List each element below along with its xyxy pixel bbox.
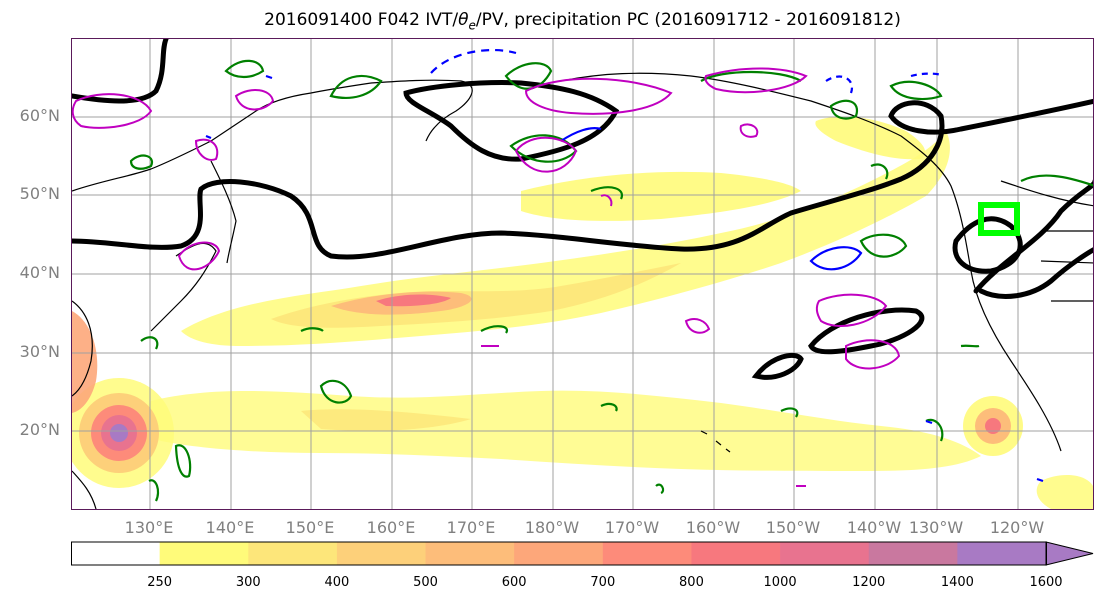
- theta-positive-contours: [129, 59, 1093, 502]
- lat-label-20n: 20°N: [19, 420, 60, 439]
- colorbar-tick-label: 600: [501, 575, 527, 590]
- target-region-box: [978, 202, 1020, 236]
- colorbar-segment: [159, 542, 249, 565]
- lon-label-160w: 160°W: [685, 518, 741, 537]
- lat-label-30n: 30°N: [19, 342, 60, 361]
- colorbar-segment: [248, 542, 338, 565]
- colorbar-segment: [336, 542, 427, 565]
- colorbar-tick-label: 500: [413, 575, 438, 590]
- colorbar: [71, 541, 1094, 566]
- colorbar-tick-label: 250: [147, 575, 173, 590]
- lon-label-150w: 150°W: [765, 518, 821, 537]
- colorbar-segment: [71, 542, 161, 565]
- colorbar-segment: [425, 542, 515, 565]
- ivt-typhoon-core: [110, 424, 128, 442]
- colorbar-segment: [957, 542, 1047, 565]
- ivt-north-band: [521, 171, 801, 221]
- map-canvas: [72, 39, 1093, 509]
- map-title: 2016091400 F042 IVT/θe/PV, precipitation…: [264, 10, 901, 33]
- lat-label-60n: 60°N: [19, 106, 60, 125]
- colorbar-tick-label: 800: [679, 575, 704, 590]
- lon-label-140e: 140°E: [205, 518, 255, 537]
- colorbar-extend-arrow: [1045, 541, 1094, 566]
- lon-label-130e: 130°E: [124, 518, 174, 537]
- colorbar-tick-label: 1000: [763, 575, 797, 590]
- pv-contour: [72, 39, 1093, 380]
- ivt-gulf-alaska: [815, 116, 926, 160]
- colorbar-segment: [691, 542, 781, 565]
- lon-label-170e: 170°E: [446, 518, 496, 537]
- ivt-east-storm-core: [985, 418, 1001, 434]
- lon-label-160e: 160°E: [366, 518, 416, 537]
- lon-label-140w: 140°W: [846, 518, 902, 537]
- colorbar-outline: [71, 541, 1047, 566]
- colorbar-tick-label: 700: [590, 575, 616, 590]
- lon-label-130w: 130°W: [908, 518, 964, 537]
- lon-label-150e: 150°E: [285, 518, 335, 537]
- graticule: [72, 39, 1093, 509]
- colorbar-tick-label: 1200: [852, 575, 886, 590]
- ivt-tropical-300: [301, 409, 471, 431]
- colorbar-segment: [780, 542, 870, 565]
- ivt-west-edge: [72, 311, 98, 413]
- lat-label-50n: 50°N: [19, 184, 60, 203]
- ivt-shading: [72, 116, 1093, 509]
- colorbar-tick-label: 400: [324, 575, 350, 590]
- colorbar-segment: [602, 542, 692, 565]
- lon-label-180w: 180°W: [524, 518, 580, 537]
- colorbar-tick-label: 300: [235, 575, 261, 590]
- map-panel[interactable]: [71, 38, 1094, 510]
- ivt-east-patch: [1036, 475, 1093, 509]
- lon-label-170w: 170°W: [604, 518, 660, 537]
- ivt-plume-250: [181, 131, 950, 346]
- ivt-plume-core: [376, 294, 451, 307]
- coastlines: [72, 72, 1093, 509]
- theta-negative-contours: [205, 48, 1044, 483]
- colorbar-segment: [868, 542, 958, 565]
- precip-pc-regions: [72, 67, 901, 487]
- colorbar-segment: [514, 542, 604, 565]
- colorbar-tick-label: 1600: [1029, 575, 1063, 590]
- lat-label-40n: 40°N: [19, 263, 60, 282]
- lon-label-120w: 120°W: [989, 518, 1045, 537]
- colorbar-tick-label: 1400: [940, 575, 974, 590]
